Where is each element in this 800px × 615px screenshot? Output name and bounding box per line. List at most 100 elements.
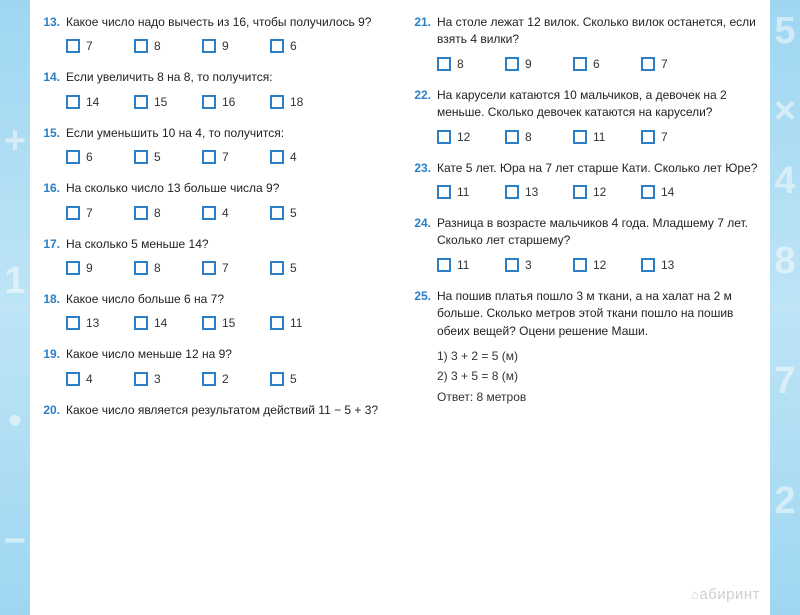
answer-option[interactable]: 7 (641, 130, 699, 144)
checkbox-icon[interactable] (641, 57, 655, 71)
answer-option[interactable]: 8 (134, 39, 192, 53)
answer-option[interactable]: 8 (505, 130, 563, 144)
checkbox-icon[interactable] (134, 372, 148, 386)
checkbox-icon[interactable] (66, 150, 80, 164)
decor-glyph: 8 (770, 240, 800, 283)
checkbox-icon[interactable] (66, 39, 80, 53)
checkbox-icon[interactable] (505, 130, 519, 144)
checkbox-icon[interactable] (437, 258, 451, 272)
checkbox-icon[interactable] (573, 130, 587, 144)
question-prompt: 13.Какое число надо вычесть из 16, чтобы… (38, 14, 391, 31)
checkbox-icon[interactable] (437, 57, 451, 71)
checkbox-icon[interactable] (270, 316, 284, 330)
checkbox-icon[interactable] (437, 185, 451, 199)
answer-option[interactable]: 14 (134, 316, 192, 330)
answer-option[interactable]: 14 (641, 185, 699, 199)
checkbox-icon[interactable] (202, 150, 216, 164)
answer-option[interactable]: 12 (573, 258, 631, 272)
checkbox-icon[interactable] (202, 39, 216, 53)
answer-option[interactable]: 5 (134, 150, 192, 164)
answer-option[interactable]: 7 (641, 57, 699, 71)
checkbox-icon[interactable] (66, 372, 80, 386)
option-value: 7 (661, 57, 668, 71)
checkbox-icon[interactable] (270, 206, 284, 220)
checkbox-icon[interactable] (66, 95, 80, 109)
answer-option[interactable]: 2 (202, 372, 260, 386)
answer-option[interactable]: 8 (437, 57, 495, 71)
checkbox-icon[interactable] (134, 206, 148, 220)
answer-option[interactable]: 4 (202, 206, 260, 220)
decor-glyph: + (0, 120, 30, 163)
checkbox-icon[interactable] (573, 57, 587, 71)
answer-option[interactable]: 9 (202, 39, 260, 53)
checkbox-icon[interactable] (134, 316, 148, 330)
answer-option[interactable]: 11 (573, 130, 631, 144)
answer-option[interactable]: 6 (573, 57, 631, 71)
question-text: Если увеличить 8 на 8, то получится: (66, 69, 391, 86)
answer-option[interactable]: 11 (270, 316, 328, 330)
answer-option[interactable]: 3 (134, 372, 192, 386)
answer-option[interactable]: 4 (270, 150, 328, 164)
answer-option[interactable]: 9 (505, 57, 563, 71)
answer-option[interactable]: 18 (270, 95, 328, 109)
answer-option[interactable]: 7 (66, 39, 124, 53)
answer-option[interactable]: 7 (202, 150, 260, 164)
checkbox-icon[interactable] (505, 258, 519, 272)
answer-option[interactable]: 9 (66, 261, 124, 275)
checkbox-icon[interactable] (641, 258, 655, 272)
answer-options: 11 13 12 14 (437, 185, 762, 199)
answer-option[interactable]: 15 (134, 95, 192, 109)
answer-option[interactable]: 16 (202, 95, 260, 109)
answer-option[interactable]: 14 (66, 95, 124, 109)
checkbox-icon[interactable] (134, 95, 148, 109)
answer-option[interactable]: 7 (66, 206, 124, 220)
question-number: 17. (38, 236, 60, 253)
answer-option[interactable]: 15 (202, 316, 260, 330)
answer-option[interactable]: 12 (437, 130, 495, 144)
checkbox-icon[interactable] (134, 150, 148, 164)
checkbox-icon[interactable] (134, 39, 148, 53)
answer-option[interactable]: 13 (505, 185, 563, 199)
answer-option[interactable]: 5 (270, 206, 328, 220)
decor-glyph: 5 (770, 10, 800, 53)
checkbox-icon[interactable] (202, 261, 216, 275)
answer-option[interactable]: 6 (270, 39, 328, 53)
checkbox-icon[interactable] (641, 130, 655, 144)
answer-option[interactable]: 6 (66, 150, 124, 164)
checkbox-icon[interactable] (270, 95, 284, 109)
answer-option[interactable]: 8 (134, 206, 192, 220)
answer-option[interactable]: 7 (202, 261, 260, 275)
answer-option[interactable]: 8 (134, 261, 192, 275)
checkbox-icon[interactable] (505, 185, 519, 199)
checkbox-icon[interactable] (270, 372, 284, 386)
checkbox-icon[interactable] (202, 95, 216, 109)
checkbox-icon[interactable] (66, 261, 80, 275)
checkbox-icon[interactable] (505, 57, 519, 71)
answer-option[interactable]: 5 (270, 372, 328, 386)
checkbox-icon[interactable] (270, 261, 284, 275)
checkbox-icon[interactable] (437, 130, 451, 144)
checkbox-icon[interactable] (66, 316, 80, 330)
answer-option[interactable]: 11 (437, 185, 495, 199)
checkbox-icon[interactable] (573, 258, 587, 272)
answer-option[interactable]: 11 (437, 258, 495, 272)
checkbox-icon[interactable] (270, 150, 284, 164)
answer-option[interactable]: 3 (505, 258, 563, 272)
checkbox-icon[interactable] (202, 372, 216, 386)
question: 23.Кате 5 лет. Юра на 7 лет старше Кати.… (409, 160, 762, 199)
checkbox-icon[interactable] (270, 39, 284, 53)
answer-option[interactable]: 4 (66, 372, 124, 386)
answer-option[interactable]: 5 (270, 261, 328, 275)
answer-option[interactable]: 12 (573, 185, 631, 199)
answer-options: 13 14 15 11 (66, 316, 391, 330)
checkbox-icon[interactable] (66, 206, 80, 220)
question-prompt: 20.Какое число является результатом дейс… (38, 402, 391, 419)
option-value: 4 (222, 206, 229, 220)
checkbox-icon[interactable] (202, 316, 216, 330)
answer-option[interactable]: 13 (641, 258, 699, 272)
answer-option[interactable]: 13 (66, 316, 124, 330)
checkbox-icon[interactable] (641, 185, 655, 199)
checkbox-icon[interactable] (134, 261, 148, 275)
checkbox-icon[interactable] (202, 206, 216, 220)
checkbox-icon[interactable] (573, 185, 587, 199)
